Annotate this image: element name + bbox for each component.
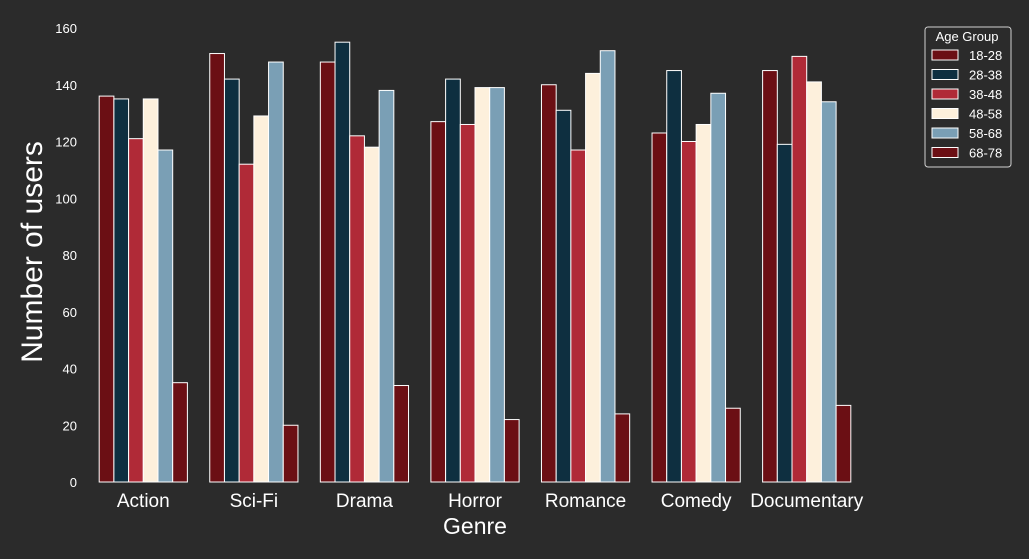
bar-drama-58-68	[378, 89, 395, 483]
y-axis-label: Number of users	[16, 141, 49, 363]
legend-swatch	[931, 49, 959, 61]
legend-swatch	[931, 108, 959, 119]
y-axis: 0 20 40 60 80 100 120 140 160	[55, 21, 77, 490]
legend-entry-label: 38-48	[969, 87, 1002, 102]
legend-swatch	[931, 88, 959, 100]
bar-sci-fi-38-48	[238, 163, 255, 483]
bar-documentary-38-48	[791, 55, 808, 483]
bar-horror-68-78	[503, 419, 520, 483]
bar-comedy-38-48	[680, 141, 697, 483]
bar-action-28-38	[113, 98, 130, 483]
bar-romance-58-68	[599, 50, 616, 483]
y-tick-label: 140	[55, 78, 77, 93]
bar-sci-fi-18-28	[209, 53, 225, 483]
bar-sci-fi-58-68	[268, 61, 284, 483]
y-tick-label: 100	[55, 191, 77, 206]
legend-entry-label: 68-78	[969, 146, 1002, 161]
bar-action-18-28	[98, 95, 115, 483]
x-tick-label: Horror	[448, 491, 503, 512]
bar-romance-28-38	[555, 109, 572, 483]
bar-drama-68-78	[393, 385, 410, 483]
bar-action-68-78	[172, 382, 188, 483]
bar-romance-68-78	[614, 413, 631, 483]
y-tick-label: 160	[55, 21, 77, 36]
bar-sci-fi-48-58	[253, 115, 270, 483]
legend-entry-label: 28-38	[969, 68, 1002, 83]
bar-action-48-58	[142, 98, 159, 483]
bar-romance-38-48	[570, 149, 587, 483]
bar-comedy-58-68	[710, 92, 727, 483]
y-tick-label: 120	[55, 135, 77, 150]
bar-horror-38-48	[459, 123, 476, 483]
bar-action-58-68	[157, 149, 174, 483]
bar-documentary-58-68	[820, 101, 837, 483]
legend-swatch	[931, 147, 959, 158]
bar-drama-38-48	[349, 135, 365, 483]
x-axis: Action Sci-Fi Drama Horror Romance Comedy Docu…	[117, 491, 864, 512]
x-axis-label: Genre	[443, 513, 507, 539]
legend-swatch	[931, 127, 959, 139]
bar-comedy-68-78	[725, 407, 741, 483]
bar-drama-18-28	[319, 61, 336, 483]
bar-sci-fi-28-38	[223, 78, 240, 483]
legend: Age Group 18-28 28-38 38-48 48-58 58-68 68-78	[924, 26, 1012, 168]
bar-sci-fi-68-78	[282, 424, 299, 483]
legend-items: 18-28 28-38 38-48 48-58 58-68 68-78	[931, 48, 1002, 161]
y-tick-label: 60	[63, 305, 77, 320]
legend-title: Age Group	[936, 29, 999, 44]
bar-horror-48-58	[474, 87, 491, 483]
bar-documentary-48-58	[806, 81, 822, 483]
x-tick-label: Romance	[545, 491, 626, 512]
y-tick-label: 80	[63, 248, 77, 263]
bar-action-38-48	[128, 138, 144, 483]
bar-horror-18-28	[430, 121, 447, 483]
y-tick-label: 0	[70, 475, 77, 490]
legend-entry-label: 18-28	[969, 48, 1002, 63]
x-tick-label: Drama	[336, 491, 393, 512]
bar-romance-18-28	[540, 84, 557, 483]
x-tick-label: Comedy	[661, 491, 732, 512]
plot-area	[98, 41, 852, 483]
x-tick-label: Sci-Fi	[230, 491, 279, 512]
bar-drama-28-38	[334, 41, 351, 483]
legend-entry-label: 58-68	[969, 126, 1002, 141]
bar-documentary-18-28	[762, 70, 778, 483]
bar-comedy-18-28	[651, 132, 668, 483]
bar-drama-48-58	[363, 146, 380, 483]
bar-documentary-28-38	[776, 143, 793, 483]
legend-swatch	[931, 69, 959, 80]
bar-horror-58-68	[489, 87, 505, 483]
bar-comedy-48-58	[695, 123, 712, 483]
bar-horror-28-38	[445, 78, 461, 483]
bar-comedy-28-38	[666, 70, 682, 483]
x-tick-label: Documentary	[750, 491, 863, 512]
bar-documentary-68-78	[835, 404, 852, 483]
y-tick-label: 20	[63, 418, 77, 433]
y-tick-label: 40	[63, 362, 77, 377]
bar-romance-48-58	[585, 72, 601, 483]
legend-entry-label: 48-58	[969, 107, 1002, 122]
x-tick-label: Action	[117, 491, 170, 512]
